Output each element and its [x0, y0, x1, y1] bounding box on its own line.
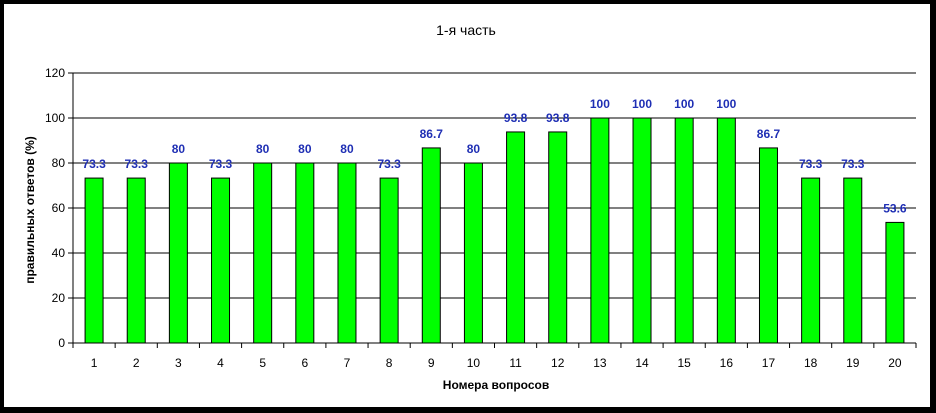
- x-tick-label: 5: [259, 356, 266, 370]
- bar: [885, 221, 905, 344]
- bar: [548, 131, 568, 344]
- data-label: 73.3: [377, 157, 401, 171]
- x-tick-label: 18: [804, 356, 818, 370]
- bar: [632, 117, 652, 344]
- x-tick-label: 2: [133, 356, 140, 370]
- bar-chart: 1-я часть правильных ответов (%) Номера …: [23, 22, 917, 392]
- data-label: 73.3: [82, 157, 106, 171]
- data-label: 73.3: [841, 157, 865, 171]
- y-tick-label: 120: [45, 66, 65, 80]
- data-labels: 73.3 73.3 80 73.3 80 80 80 73.3 86.7 80 93.8 93.8 10…: [82, 97, 907, 215]
- bar: [211, 177, 231, 344]
- x-tick-label: 9: [428, 356, 435, 370]
- x-tick-label: 13: [593, 356, 607, 370]
- y-tick-label: 60: [52, 201, 66, 215]
- data-label: 86.7: [757, 127, 781, 141]
- x-tick-label: 6: [301, 356, 308, 370]
- data-label: 93.8: [504, 111, 528, 125]
- x-tick-label: 14: [635, 356, 649, 370]
- x-tick-label: 15: [677, 356, 691, 370]
- bar: [168, 162, 188, 344]
- x-tick-label: 20: [888, 356, 902, 370]
- chart-title: 1-я часть: [436, 22, 496, 38]
- y-tick-label: 40: [52, 246, 66, 260]
- x-tick-label: 10: [467, 356, 481, 370]
- x-tick-label: 12: [551, 356, 565, 370]
- x-axis-label: Номера вопросов: [443, 378, 549, 392]
- bar: [84, 177, 104, 344]
- bar: [506, 131, 526, 344]
- data-label: 80: [340, 142, 354, 156]
- x-tick-label: 8: [386, 356, 393, 370]
- bar: [758, 147, 778, 344]
- x-tick-label: 1: [91, 356, 98, 370]
- bar: [253, 162, 273, 344]
- data-label: 93.8: [546, 111, 570, 125]
- bar: [716, 117, 736, 344]
- y-axis-label: правильных ответов (%): [23, 136, 37, 284]
- data-label: 86.7: [420, 127, 444, 141]
- bar: [379, 177, 399, 344]
- x-tick-label: 4: [217, 356, 224, 370]
- y-tick-label: 20: [52, 291, 66, 305]
- bar: [590, 117, 610, 344]
- data-label: 80: [256, 142, 270, 156]
- x-ticks: 1 2 3 4 5 6 7 8 9 10 11 12 13 14 15 16 17 18 19 20: [72, 343, 917, 370]
- x-tick-label: 3: [175, 356, 182, 370]
- bar: [463, 162, 483, 344]
- bar: [801, 177, 821, 344]
- bar: [674, 117, 694, 344]
- x-tick-label: 7: [344, 356, 351, 370]
- bar: [337, 162, 357, 344]
- bars: [84, 117, 905, 344]
- x-tick-label: 11: [509, 356, 522, 370]
- y-tick-label: 80: [52, 156, 66, 170]
- data-label: 80: [298, 142, 312, 156]
- data-label: 100: [674, 97, 694, 111]
- data-label: 73.3: [125, 157, 149, 171]
- data-label: 80: [172, 142, 186, 156]
- x-tick-label: 16: [720, 356, 734, 370]
- data-label: 80: [467, 142, 481, 156]
- bar: [295, 162, 315, 344]
- y-tick-label: 0: [58, 336, 65, 350]
- y-tick-label: 100: [45, 111, 65, 125]
- bar: [421, 147, 441, 344]
- data-label: 100: [716, 97, 736, 111]
- x-tick-label: 19: [846, 356, 860, 370]
- data-label: 73.3: [209, 157, 233, 171]
- x-tick-label: 17: [762, 356, 776, 370]
- data-label: 100: [590, 97, 610, 111]
- bar: [126, 177, 146, 344]
- gridlines: [73, 72, 916, 299]
- y-ticks: 0 20 40 60 80 100 120: [45, 66, 73, 350]
- bar: [843, 177, 863, 344]
- chart-frame: 1-я часть правильных ответов (%) Номера …: [3, 3, 931, 408]
- data-label: 100: [632, 97, 652, 111]
- data-label: 53.6: [883, 201, 907, 215]
- data-label: 73.3: [799, 157, 823, 171]
